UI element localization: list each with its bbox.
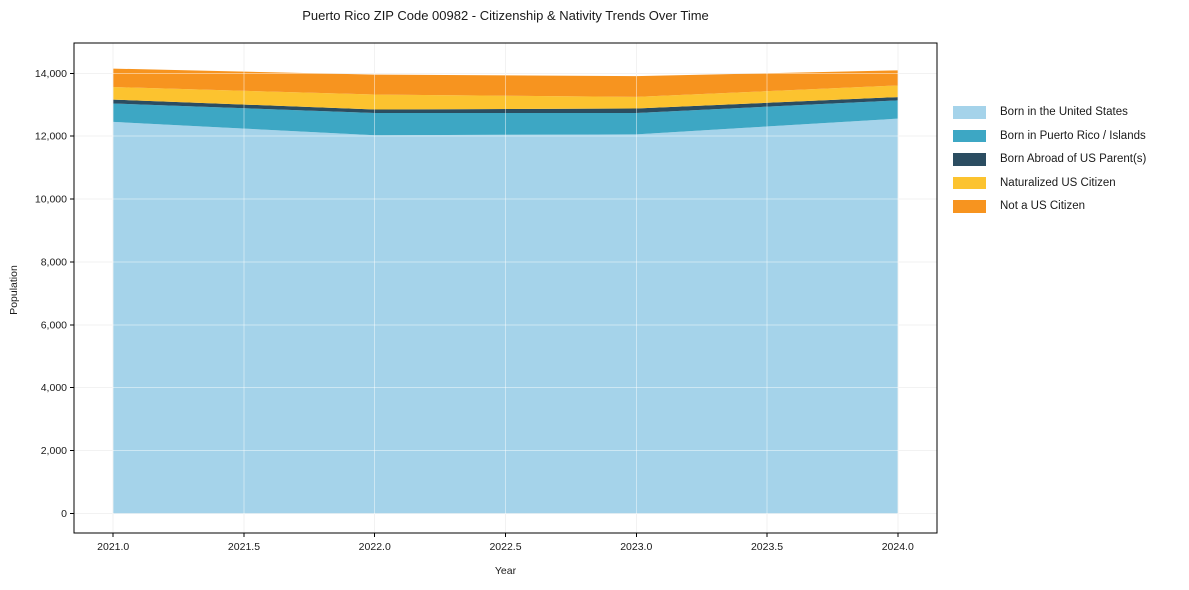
legend-swatch [953,129,986,142]
legend-row: Born in the United States [953,106,1146,119]
y-tick-label: 10,000 [35,194,67,206]
area-born-abroad-of-us-parent-s [113,97,898,113]
y-tick-label: 4,000 [41,382,67,394]
x-tick-label: 2021.0 [97,541,129,553]
legend-swatch [953,200,986,213]
legend-label: Naturalized US Citizen [1000,176,1116,189]
legend-row: Not a US Citizen [953,200,1146,213]
x-tick-label: 2023.5 [751,541,783,553]
x-tick-label: 2022.5 [489,541,521,553]
area-not-a-us-citizen [113,68,898,97]
x-tick-label: 2024.0 [882,541,914,553]
y-tick-label: 6,000 [41,319,67,331]
area-naturalized-us-citizen [113,85,898,110]
legend-swatch [953,176,986,189]
legend-label: Born in the United States [1000,106,1128,119]
legend-row: Naturalized US Citizen [953,176,1146,189]
legend-swatch [953,153,986,166]
x-tick-label: 2023.0 [620,541,652,553]
x-axis-label: Year [494,565,517,577]
legend-row: Born in Puerto Rico / Islands [953,129,1146,142]
chart-title: Puerto Rico ZIP Code 00982 - Citizenship… [302,8,709,23]
legend-label: Born in Puerto Rico / Islands [1000,129,1146,142]
x-tick-label: 2021.5 [228,541,260,553]
y-tick-label: 14,000 [35,68,67,80]
area-born-in-the-united-states [113,118,898,514]
legend-row: Born Abroad of US Parent(s) [953,153,1146,166]
y-tick-label: 2,000 [41,445,67,457]
area-born-in-puerto-rico-islands [113,100,898,136]
y-tick-label: 12,000 [35,131,67,143]
legend-label: Born Abroad of US Parent(s) [1000,153,1147,166]
legend-swatch [953,106,986,119]
y-tick-label: 0 [61,508,67,520]
legend-label: Not a US Citizen [1000,200,1086,213]
x-tick-label: 2022.0 [359,541,391,553]
y-tick-label: 8,000 [41,256,67,268]
legend: Born in the United States Born in Puerto … [953,106,1146,224]
